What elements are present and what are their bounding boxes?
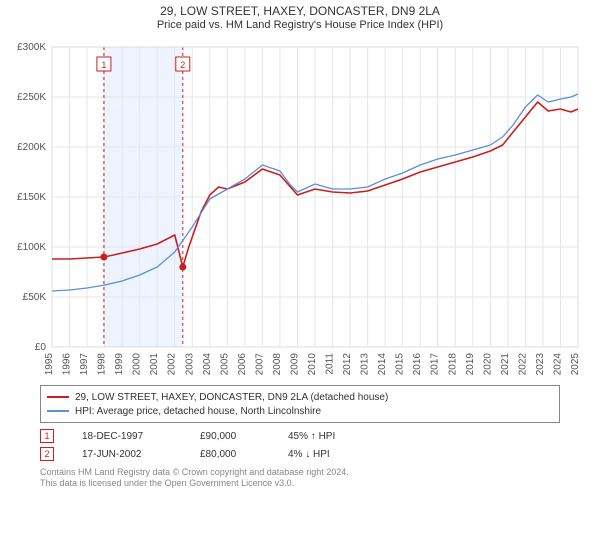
svg-text:2011: 2011 [325, 353, 336, 375]
svg-text:1: 1 [101, 60, 106, 70]
svg-text:2020: 2020 [482, 353, 493, 376]
sale-date: 18-DEC-1997 [82, 431, 172, 442]
svg-text:2009: 2009 [289, 353, 300, 376]
svg-text:1997: 1997 [79, 353, 90, 376]
chart-title: 29, LOW STREET, HAXEY, DONCASTER, DN9 2L… [0, 4, 600, 18]
svg-text:1995: 1995 [44, 353, 55, 376]
svg-text:2002: 2002 [167, 353, 178, 376]
sale-row: 1 18-DEC-1997 £90,000 45% ↑ HPI [40, 427, 560, 445]
svg-text:2014: 2014 [377, 353, 388, 376]
svg-text:£300K: £300K [17, 42, 46, 53]
svg-text:2008: 2008 [272, 353, 283, 376]
svg-text:2021: 2021 [500, 353, 511, 376]
sale-row: 2 17-JUN-2002 £80,000 4% ↓ HPI [40, 445, 560, 463]
svg-text:2025: 2025 [570, 353, 581, 376]
legend-swatch [47, 396, 69, 398]
svg-text:2012: 2012 [342, 353, 353, 376]
svg-text:£100K: £100K [17, 242, 46, 253]
sale-hpi-delta: 4% ↓ HPI [288, 449, 368, 460]
attribution: Contains HM Land Registry data © Crown c… [40, 467, 560, 490]
svg-text:2001: 2001 [149, 353, 160, 376]
svg-text:2013: 2013 [360, 353, 371, 376]
svg-text:2019: 2019 [465, 353, 476, 376]
svg-text:£50K: £50K [23, 292, 47, 303]
attribution-line: This data is licensed under the Open Gov… [40, 478, 560, 489]
svg-text:£150K: £150K [17, 192, 46, 203]
svg-text:2010: 2010 [307, 353, 318, 376]
svg-text:2005: 2005 [219, 353, 230, 376]
svg-text:2004: 2004 [202, 353, 213, 376]
legend-label: 29, LOW STREET, HAXEY, DONCASTER, DN9 2L… [75, 392, 388, 403]
svg-text:2015: 2015 [395, 353, 406, 376]
legend-item: HPI: Average price, detached house, Nort… [47, 404, 553, 418]
legend-label: HPI: Average price, detached house, Nort… [75, 406, 321, 417]
attribution-line: Contains HM Land Registry data © Crown c… [40, 467, 560, 478]
svg-text:£0: £0 [35, 342, 47, 353]
sales-table: 1 18-DEC-1997 £90,000 45% ↑ HPI 2 17-JUN… [40, 427, 560, 463]
sale-marker-icon: 1 [40, 429, 54, 443]
legend-item: 29, LOW STREET, HAXEY, DONCASTER, DN9 2L… [47, 390, 553, 404]
svg-text:1996: 1996 [62, 353, 73, 376]
svg-text:2024: 2024 [552, 353, 563, 376]
line-chart: £0 £50K £100K £150K £200K £250K £300K 1995 1996 1… [10, 39, 590, 379]
svg-text:2023: 2023 [535, 353, 546, 376]
svg-text:2016: 2016 [412, 353, 423, 376]
chart-subtitle: Price paid vs. HM Land Registry's House … [0, 19, 600, 31]
svg-text:1998: 1998 [97, 353, 108, 376]
sale-price: £80,000 [200, 449, 260, 460]
sale-hpi-delta: 45% ↑ HPI [288, 431, 368, 442]
svg-text:2018: 2018 [447, 353, 458, 376]
legend-swatch [47, 410, 69, 412]
svg-text:2022: 2022 [517, 353, 528, 376]
svg-text:1999: 1999 [114, 353, 125, 376]
chart-container: £0 £50K £100K £150K £200K £250K £300K 1995 1996 1… [10, 39, 590, 379]
title-area: 29, LOW STREET, HAXEY, DONCASTER, DN9 2L… [0, 0, 600, 33]
sale-price: £90,000 [200, 431, 260, 442]
svg-text:2003: 2003 [184, 353, 195, 376]
svg-text:2006: 2006 [237, 353, 248, 376]
svg-text:2017: 2017 [430, 353, 441, 376]
svg-text:2: 2 [180, 60, 185, 70]
legend: 29, LOW STREET, HAXEY, DONCASTER, DN9 2L… [40, 385, 560, 423]
sale-date: 17-JUN-2002 [82, 449, 172, 460]
svg-text:2000: 2000 [132, 353, 143, 376]
svg-text:£250K: £250K [17, 92, 46, 103]
sale-marker-icon: 2 [40, 447, 54, 461]
svg-text:£200K: £200K [17, 142, 46, 153]
svg-text:2007: 2007 [254, 353, 265, 376]
